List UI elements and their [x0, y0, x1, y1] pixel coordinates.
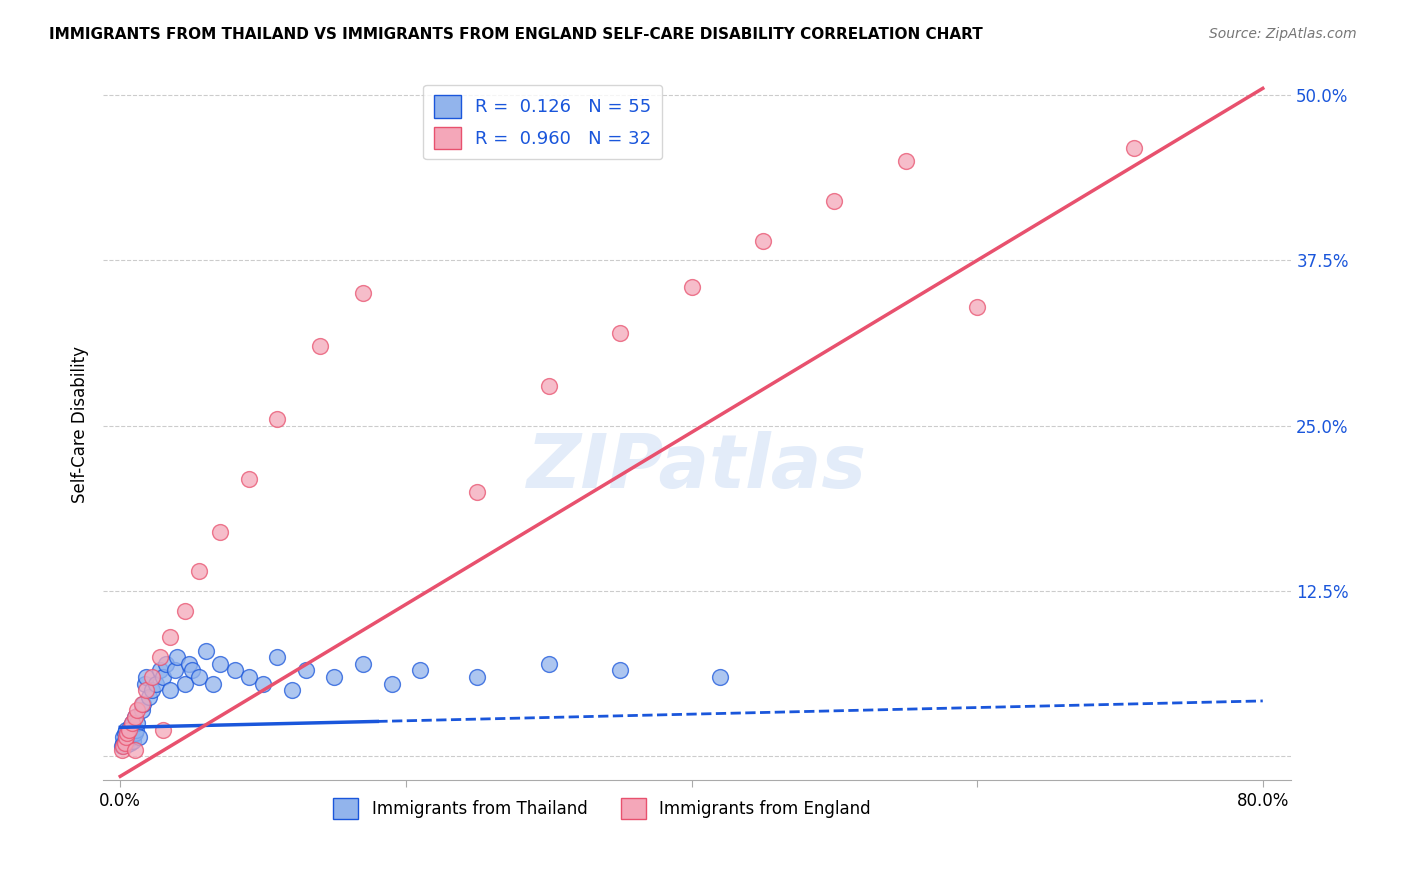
Point — [266, 650, 288, 665]
Point — [194, 643, 217, 657]
Point — [121, 716, 143, 731]
Point — [117, 728, 139, 742]
Point — [121, 716, 143, 731]
Point — [202, 677, 225, 691]
Point — [122, 733, 145, 747]
Point — [187, 670, 209, 684]
Point — [966, 300, 988, 314]
Point — [155, 657, 177, 671]
Point — [209, 657, 232, 671]
Point — [115, 730, 138, 744]
Point — [149, 664, 172, 678]
Point — [823, 194, 845, 208]
Point — [180, 664, 202, 678]
Point — [709, 670, 731, 684]
Point — [152, 723, 174, 737]
Point — [252, 677, 274, 691]
Point — [125, 723, 148, 737]
Point — [127, 703, 149, 717]
Point — [111, 739, 134, 753]
Point — [134, 677, 156, 691]
Point — [894, 154, 917, 169]
Point — [609, 326, 631, 340]
Point — [124, 743, 146, 757]
Point — [124, 725, 146, 739]
Point — [159, 683, 181, 698]
Point — [121, 730, 143, 744]
Point — [128, 730, 150, 744]
Point — [149, 650, 172, 665]
Point — [465, 670, 488, 684]
Point — [141, 670, 163, 684]
Point — [159, 631, 181, 645]
Point — [138, 690, 160, 704]
Point — [141, 683, 163, 698]
Point — [752, 234, 775, 248]
Text: IMMIGRANTS FROM THAILAND VS IMMIGRANTS FROM ENGLAND SELF-CARE DISABILITY CORRELA: IMMIGRANTS FROM THAILAND VS IMMIGRANTS F… — [49, 27, 983, 42]
Point — [117, 735, 139, 749]
Point — [118, 723, 141, 737]
Text: Source: ZipAtlas.com: Source: ZipAtlas.com — [1209, 27, 1357, 41]
Point — [537, 379, 560, 393]
Point — [145, 677, 167, 691]
Point — [238, 670, 260, 684]
Point — [177, 657, 200, 671]
Point — [187, 564, 209, 578]
Point — [352, 657, 374, 671]
Point — [1123, 141, 1146, 155]
Point — [114, 725, 136, 739]
Point — [465, 484, 488, 499]
Point — [309, 339, 332, 353]
Point — [409, 664, 432, 678]
Point — [120, 720, 142, 734]
Point — [224, 664, 246, 678]
Point — [135, 670, 157, 684]
Legend: Immigrants from Thailand, Immigrants from England: Immigrants from Thailand, Immigrants fro… — [326, 792, 877, 825]
Point — [112, 730, 135, 744]
Point — [117, 725, 139, 739]
Text: ZIPatlas: ZIPatlas — [527, 431, 868, 504]
Point — [132, 697, 155, 711]
Point — [114, 733, 136, 747]
Point — [173, 677, 195, 691]
Point — [537, 657, 560, 671]
Point — [127, 716, 149, 731]
Point — [238, 472, 260, 486]
Point — [609, 664, 631, 678]
Point — [120, 736, 142, 750]
Point — [323, 670, 346, 684]
Point — [266, 412, 288, 426]
Point — [280, 683, 302, 698]
Point — [135, 683, 157, 698]
Point — [118, 732, 141, 747]
Point — [131, 703, 153, 717]
Point — [381, 677, 404, 691]
Point — [114, 736, 136, 750]
Point — [112, 736, 135, 750]
Point — [152, 670, 174, 684]
Point — [112, 739, 135, 753]
Point — [111, 743, 134, 757]
Point — [209, 524, 232, 539]
Point — [124, 710, 146, 724]
Point — [173, 604, 195, 618]
Point — [115, 738, 138, 752]
Point — [131, 697, 153, 711]
Point — [163, 664, 186, 678]
Point — [166, 650, 188, 665]
Point — [124, 710, 146, 724]
Point — [295, 664, 318, 678]
Point — [118, 724, 141, 739]
Y-axis label: Self-Care Disability: Self-Care Disability — [72, 346, 89, 503]
Point — [681, 280, 703, 294]
Point — [352, 286, 374, 301]
Point — [115, 723, 138, 737]
